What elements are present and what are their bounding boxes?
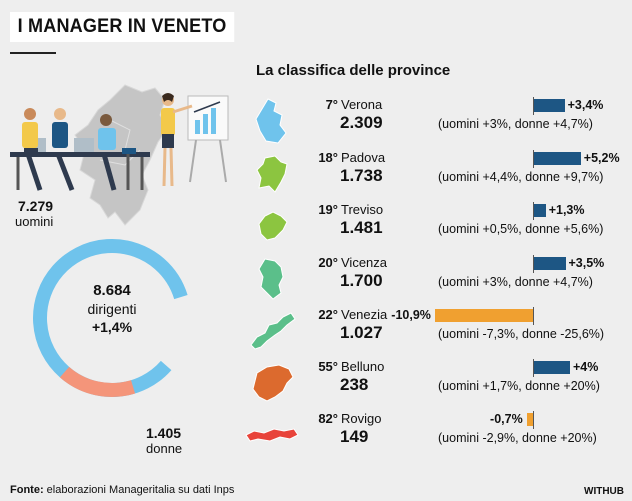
province-name: Padova xyxy=(341,150,386,165)
managers-meeting-illustration xyxy=(10,93,229,191)
province-name: Rovigo xyxy=(341,411,382,426)
province-row: 19° Treviso 1.481 (uomini +0,5%, donne +5,6… xyxy=(0,202,632,254)
province-change-bar xyxy=(534,99,565,112)
donut-center-label: 8.684 dirigenti +1,4% xyxy=(57,282,167,336)
province-change-label: +3,5% xyxy=(568,256,605,270)
province-gender-detail: (uomini +0,5%, donne +5,6%) xyxy=(438,222,604,236)
province-change-label: -0,7% xyxy=(490,412,523,426)
province-managers-count: 1.481 xyxy=(340,218,383,237)
province-change-bar xyxy=(534,152,581,165)
page-title-text: I MANAGER IN VENETO xyxy=(17,16,227,37)
province-rank: 82° xyxy=(318,411,338,426)
province-managers-count: 1.700 xyxy=(340,271,383,290)
page-title: I MANAGER IN VENETO xyxy=(10,12,235,42)
province-change-label: +3,4% xyxy=(567,98,604,112)
province-rank: 7° xyxy=(325,97,338,112)
change-axis xyxy=(533,202,534,220)
source-note: Fonte: elaborazioni Manageritalia su dat… xyxy=(10,484,234,496)
province-row: 7° Verona 2.309 (uomini +3%, donne +4,7%) +3… xyxy=(0,97,632,149)
province-gender-detail: (uomini -2,9%, donne +20%) xyxy=(438,431,597,445)
province-change-bar xyxy=(534,257,566,270)
presenter-woman-icon xyxy=(161,93,193,187)
province-change-bar xyxy=(534,361,570,374)
managers-gender-donut xyxy=(33,239,191,397)
rovigo-province-map-icon xyxy=(245,428,299,442)
province-rank: 55° xyxy=(318,359,338,374)
change-axis xyxy=(533,150,534,168)
province-row: 20° Vicenza 1.700 (uomini +3%, donne +4,7%)… xyxy=(0,255,632,307)
province-name: Belluno xyxy=(341,359,385,374)
province-managers-count: 1.027 xyxy=(340,323,383,342)
province-gender-detail: (uomini +4,4%, donne +9,7%) xyxy=(438,170,604,184)
change-axis xyxy=(533,307,534,325)
brand-logo: WITHUB xyxy=(584,486,624,497)
province-name: Treviso xyxy=(341,202,384,217)
province-gender-detail: (uomini -7,3%, donne -25,6%) xyxy=(438,327,605,341)
province-rank: 19° xyxy=(318,202,338,217)
men-count: 7.279 xyxy=(18,198,54,214)
belluno-province-map-icon xyxy=(252,364,294,402)
province-change-label: +5,2% xyxy=(583,151,620,165)
province-name: Verona xyxy=(341,97,383,112)
padova-province-map-icon xyxy=(256,155,288,193)
donut-women-segment xyxy=(33,239,191,397)
province-row: 55° Belluno 238 (uomini +1,7%, donne +20%) +… xyxy=(0,359,632,411)
source-text: elaborazioni Manageritalia su dati Inps xyxy=(46,484,235,496)
change-axis xyxy=(533,255,534,273)
ranking-heading: La classifica delle province xyxy=(256,62,451,79)
women-count: 1.405 xyxy=(146,425,182,441)
title-rule xyxy=(10,52,56,54)
total-change: +1,4% xyxy=(91,319,133,335)
women-label: donne xyxy=(146,441,183,456)
province-change-label: -10,9% xyxy=(391,308,431,322)
province-rank: 20° xyxy=(318,255,338,270)
province-managers-count: 149 xyxy=(340,427,369,446)
venezia-province-map-icon xyxy=(250,312,296,350)
source-label: Fonte: xyxy=(10,484,44,496)
province-change-label: +4% xyxy=(573,360,599,374)
province-change-label: +1,3% xyxy=(548,203,585,217)
treviso-province-map-icon xyxy=(258,211,288,241)
province-name: Vicenza xyxy=(341,255,388,270)
province-rank: 18° xyxy=(318,150,338,165)
province-rank: 22° xyxy=(318,307,338,322)
whiteboard-icon xyxy=(187,95,229,183)
province-row: 82° Rovigo 149 (uomini -2,9%, donne +20%) -0… xyxy=(0,411,632,463)
vicenza-province-map-icon xyxy=(258,258,284,300)
change-axis xyxy=(533,97,534,115)
province-change-bar xyxy=(434,309,533,322)
province-change-bar xyxy=(534,204,546,217)
province-gender-detail: (uomini +1,7%, donne +20%) xyxy=(438,379,600,393)
province-row: 22° Venezia 1.027 (uomini -7,3%, donne -25,… xyxy=(0,307,632,359)
province-gender-detail: (uomini +3%, donne +4,7%) xyxy=(438,275,593,289)
province-managers-count: 238 xyxy=(340,375,369,394)
change-axis xyxy=(533,411,534,429)
men-label: uomini xyxy=(15,214,54,229)
total-managers-label: dirigenti xyxy=(87,301,137,317)
province-managers-count: 2.309 xyxy=(340,113,383,132)
verona-province-map-icon xyxy=(255,98,287,144)
total-managers: 8.684 xyxy=(93,282,131,299)
province-change-bar xyxy=(526,413,533,426)
province-managers-count: 1.738 xyxy=(340,166,383,185)
seated-men-icon xyxy=(10,108,150,191)
province-gender-detail: (uomini +3%, donne +4,7%) xyxy=(438,117,593,131)
change-axis xyxy=(533,359,534,377)
province-row: 18° Padova 1.738 (uomini +4,4%, donne +9,7%… xyxy=(0,150,632,202)
province-name: Venezia xyxy=(341,307,388,322)
